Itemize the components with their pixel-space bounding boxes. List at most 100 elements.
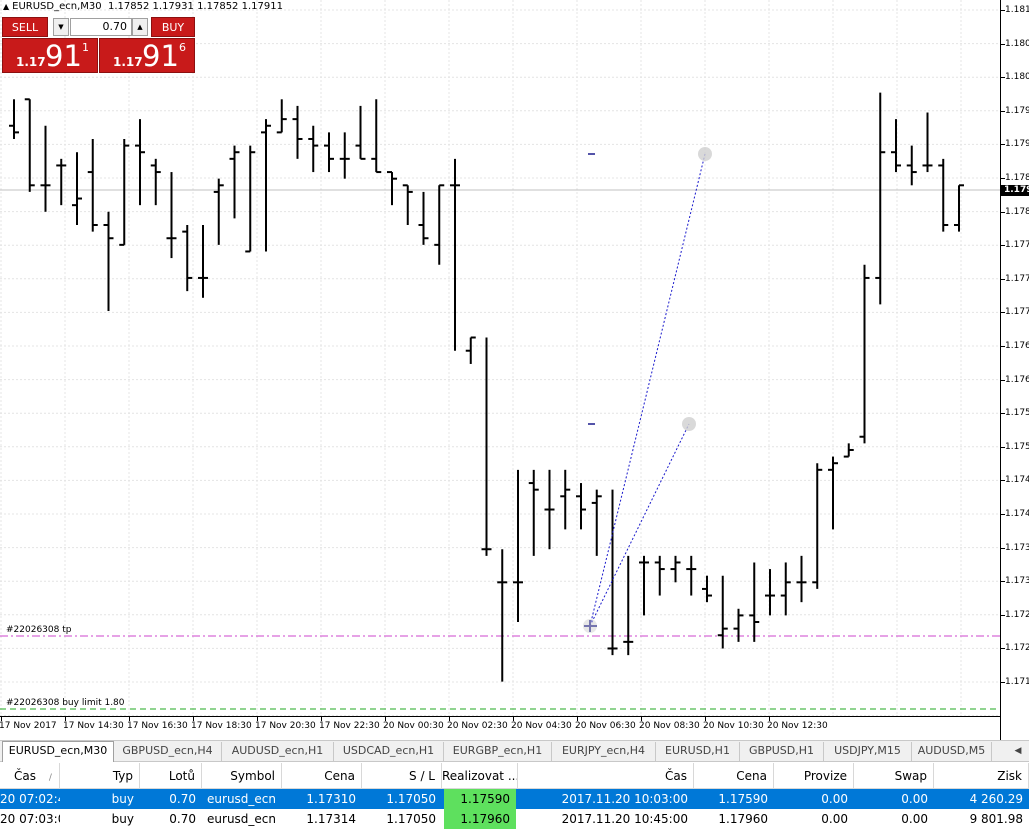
price-tick-label: 1.173 (1005, 542, 1029, 553)
time-tick-label: 20 Nov 04:30 (511, 721, 572, 731)
trade-line-1 (589, 153, 706, 627)
triangle-up-icon: ▲ (137, 23, 143, 31)
column-header[interactable]: Čas (518, 763, 694, 789)
price-tick-label: 1.176 (1005, 341, 1029, 351)
time-tick-label: 20 Nov 12:30 (767, 721, 828, 731)
time-axis[interactable]: 17 Nov 2017 17 Nov 14:30 17 Nov 16:30 17 No… (0, 716, 1000, 739)
time-tick-mark (257, 717, 258, 721)
price-axis[interactable]: 1.181 1.180 1.180 1.179 1.179 1.178 1.178 1.177… (1000, 0, 1029, 740)
time-tick-label: 17 Nov 14:30 (63, 721, 124, 731)
column-header-label: Lotů (168, 769, 195, 783)
table-cell: 0.00 (821, 792, 848, 806)
table-cell: 1.17590 (718, 792, 768, 806)
buy-price-button[interactable]: 1.17 91 6 (99, 38, 195, 73)
chart-tab[interactable]: EURUSD,H1 (656, 742, 740, 761)
column-header[interactable]: Zisk (934, 763, 1029, 789)
time-tick-label: 20 Nov 08:30 (639, 721, 700, 731)
price-tick-mark (1001, 379, 1005, 381)
price-tick-mark (1001, 581, 1005, 583)
chart-tab[interactable]: GBPUSD,H1 (740, 742, 824, 761)
column-header-label: Symbol (230, 769, 275, 783)
buy-button[interactable]: BUY (151, 17, 195, 37)
table-cell: 1.17960 (718, 812, 768, 826)
table-cell: buy (111, 812, 134, 826)
price-tick-label: 1.174 (1005, 509, 1029, 519)
chart-tab[interactable]: EURJPY_ecn,H4 (552, 742, 656, 761)
lot-increase-button[interactable]: ▲ (132, 18, 148, 36)
table-cell: 1.17050 (386, 812, 436, 826)
column-header[interactable]: Lotů (140, 763, 202, 789)
price-tick-mark (1001, 480, 1005, 482)
column-header[interactable]: Symbol (202, 763, 282, 789)
trade-line-2 (589, 423, 690, 627)
column-header[interactable]: Swap (854, 763, 934, 789)
chart-tab[interactable]: AUDUSD,M5 (912, 742, 992, 761)
chart-tab[interactable]: USDJPY,M15 (824, 742, 912, 761)
table-cell: 0.70 (169, 812, 196, 826)
price-tick-label: 1.171 (1005, 677, 1029, 687)
price-tick-label: 1.172 (1005, 643, 1029, 654)
price-tick-label: 1.179 (1005, 139, 1029, 150)
price-tick-mark (1001, 312, 1005, 314)
price-chart[interactable] (0, 0, 1000, 716)
time-tick-mark (513, 717, 514, 721)
time-tick-mark (65, 717, 66, 721)
time-tick-label: 17 Nov 18:30 (191, 721, 252, 731)
chart-tab[interactable]: EURGBP_ecn,H1 (444, 742, 552, 761)
exit-marker-2 (682, 417, 696, 431)
chevron-left-icon[interactable]: ◀ (1014, 746, 1022, 756)
column-header-label: Čas (14, 769, 36, 783)
lot-decrease-button[interactable]: ▼ (53, 18, 69, 36)
table-row[interactable]: 20 07:03:08 buy 0.70 eurusd_ecn 1.17314 1.170… (0, 809, 1029, 829)
sell-price-sup: 1 (82, 41, 89, 54)
table-cell: 0.00 (901, 812, 928, 826)
chart-area[interactable] (0, 0, 1000, 716)
buy-limit-line-label: #22026308 buy limit 1.80 (6, 698, 125, 708)
column-header-label: Cena (324, 769, 355, 783)
column-header[interactable]: S / L (362, 763, 442, 789)
lot-input[interactable]: 0.70 (70, 18, 132, 36)
price-tick-mark (1001, 245, 1005, 247)
table-cell: 4 260.29 (969, 792, 1023, 806)
price-tick-mark (1001, 682, 1005, 683)
table-cell: 20 07:03:08 (0, 812, 60, 826)
sell-price-button[interactable]: 1.17 91 1 (2, 38, 98, 73)
price-tick-mark (1001, 144, 1005, 146)
price-tick-label: 1.178 (1005, 206, 1029, 217)
table-cell: eurusd_ecn (207, 792, 276, 806)
sell-price-prefix: 1.17 (16, 55, 46, 69)
price-tick-mark (1001, 43, 1005, 45)
column-header[interactable]: Cena (282, 763, 362, 789)
column-header[interactable]: Provize (774, 763, 854, 789)
price-tick-label: 1.174 (1005, 475, 1029, 486)
column-header[interactable]: Typ (60, 763, 140, 789)
table-cell: 9 801.98 (969, 812, 1023, 826)
price-tick-mark (1001, 614, 1005, 616)
sort-indicator-icon: / (45, 773, 52, 783)
buy-price-big: 91 (142, 39, 179, 73)
time-tick-mark (1, 717, 2, 721)
table-cell: eurusd_ecn (207, 812, 276, 826)
table-cell: 2017.11.20 10:03:00 (561, 792, 688, 806)
current-price-label: 1.179 (1001, 185, 1029, 196)
column-header[interactable]: Cena (694, 763, 774, 789)
sell-button[interactable]: SELL (2, 17, 48, 37)
chart-tab[interactable]: AUDUSD_ecn,H1 (222, 742, 334, 761)
column-header[interactable]: Čas / (0, 763, 60, 789)
price-tick-label: 1.177 (1005, 240, 1029, 251)
symbol-timeframe: EURUSD_ecn,M30 (12, 1, 102, 12)
table-row[interactable]: 20 07:02:43 buy 0.70 eurusd_ecn 1.17310 1.170… (0, 789, 1029, 809)
time-tick-mark (577, 717, 578, 721)
price-tick-mark (1001, 648, 1005, 650)
chart-tab[interactable]: EURUSD_ecn,M30 (2, 741, 114, 762)
table-cell: 1.17590 (444, 789, 516, 809)
price-tick-label: 1.175 (1005, 441, 1029, 452)
column-header-label: Cena (736, 769, 767, 783)
column-header-label: Typ (112, 769, 133, 783)
chart-tab[interactable]: GBPUSD_ecn,H4 (114, 742, 222, 761)
time-tick-label: 20 Nov 06:30 (575, 721, 636, 731)
price-tick-mark (1001, 346, 1005, 347)
column-header[interactable]: Realizovat ... (442, 763, 518, 789)
table-cell: 0.70 (169, 792, 196, 806)
chart-tab[interactable]: USDCAD_ecn,H1 (334, 742, 444, 761)
